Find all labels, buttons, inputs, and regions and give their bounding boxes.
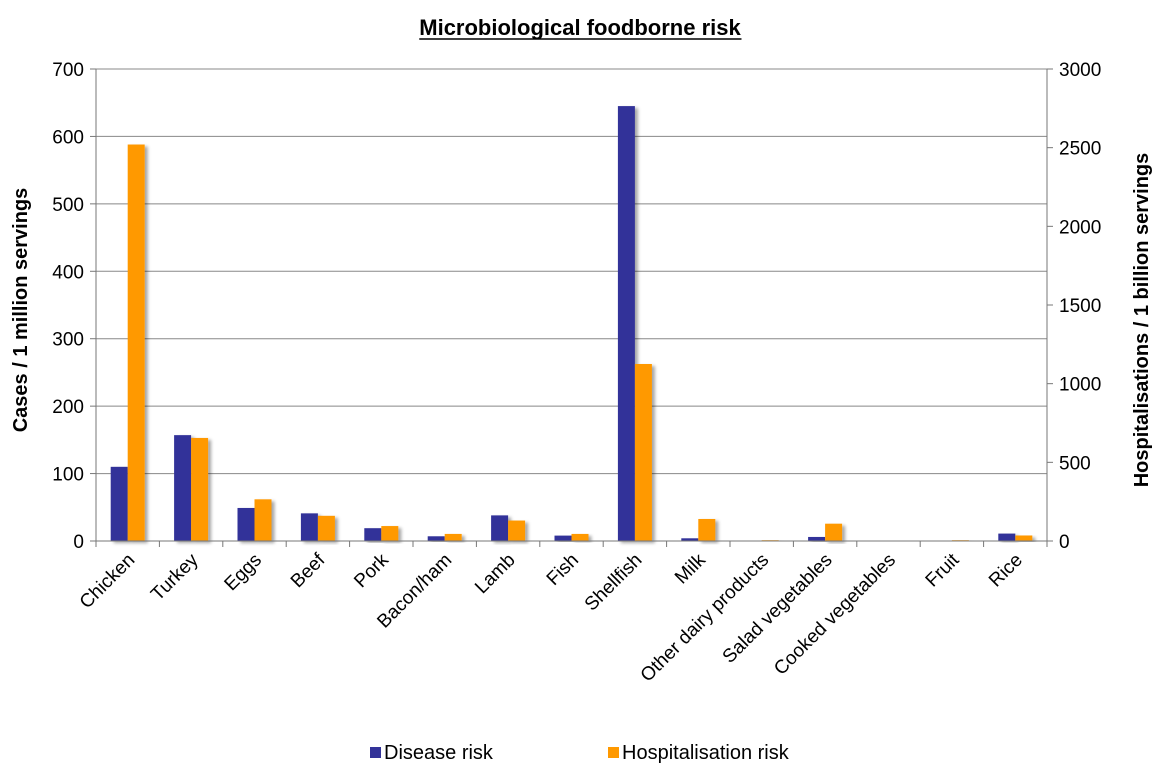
bar-hospitalisation-risk-salad-vegetables (825, 523, 843, 541)
y2-axis-title: Hospitalisations / 1 billion servings (1131, 153, 1153, 488)
y-tick-label: 0 (73, 532, 84, 553)
bar-hospitalisation-risk-fish (571, 533, 589, 541)
bar-disease-risk-eggs (237, 507, 255, 541)
y-tick-label: 100 (52, 465, 84, 486)
bar-disease-risk-beef (300, 513, 318, 541)
bar-hospitalisation-risk-rice (1015, 535, 1033, 541)
bar-hospitalisation-risk-lamb (508, 520, 526, 541)
bar-disease-risk-bacon-ham (427, 536, 445, 541)
x-tick-label: Beef (287, 549, 330, 592)
x-tick-label: Pork (350, 549, 393, 592)
x-tick-label: Shellfish (581, 550, 647, 616)
legend-label-hospitalisation-risk: Hospitalisation risk (622, 742, 790, 764)
y2-tick-label: 1500 (1059, 296, 1101, 317)
y-tick-label: 400 (52, 262, 84, 283)
bar-disease-risk-rice (998, 533, 1016, 541)
y2-tick-label: 2500 (1059, 139, 1101, 160)
bar-disease-risk-turkey (174, 435, 192, 541)
gridlines (96, 68, 1047, 475)
bar-hospitalisation-risk-chicken (127, 144, 145, 541)
bar-disease-risk-chicken (110, 466, 128, 541)
y-tick-label: 600 (52, 127, 84, 148)
axes: 0 100 200 300 400 500 600 700 0 500 1000 1500 2000 25… (52, 60, 1101, 686)
y-tick-label: 200 (52, 397, 84, 418)
y-axis-title: Cases / 1 million servings (10, 188, 32, 433)
bar-disease-risk-milk (681, 538, 699, 541)
x-tick-label: Rice (985, 550, 1027, 592)
legend-swatch-disease-risk (370, 747, 381, 758)
bar-disease-risk-lamb (491, 515, 509, 541)
x-tick-label: Fish (543, 550, 583, 590)
bar-disease-risk-salad-vegetables (808, 536, 826, 541)
y2-tick-label: 500 (1059, 453, 1091, 474)
y-tick-label: 300 (52, 330, 84, 351)
x-tick-label: Chicken (76, 550, 139, 613)
x-tick-label: Salad vegetables (719, 550, 837, 668)
legend-label-disease-risk: Disease risk (384, 742, 494, 764)
chart-title-group: Microbiological foodborne risk (419, 15, 742, 40)
y2-tick-label: 2000 (1059, 217, 1101, 238)
legend-swatch-hospitalisation-risk (608, 747, 619, 758)
y-tick-label: 500 (52, 195, 84, 216)
y2-tick-label: 0 (1059, 532, 1070, 553)
bar-disease-risk-shellfish (617, 106, 635, 541)
legend: Disease risk Hospitalisation risk (370, 742, 790, 764)
bars (110, 106, 1033, 541)
bar-hospitalisation-risk-shellfish (634, 364, 652, 541)
x-tick-label: Lamb (471, 550, 519, 598)
bar-disease-risk-fish (554, 535, 572, 541)
x-tick-label: Cooked vegetables (770, 550, 900, 680)
bar-hospitalisation-risk-milk (698, 518, 716, 541)
y2-tick-label: 3000 (1059, 60, 1101, 81)
y2-tick-label: 1000 (1059, 375, 1101, 396)
bar-hospitalisation-risk-bacon-ham (444, 533, 462, 541)
bar-hospitalisation-risk-beef (317, 515, 335, 541)
x-tick-label: Eggs (221, 550, 266, 595)
chart-title: Microbiological foodborne risk (419, 15, 741, 40)
bar-disease-risk-pork (364, 528, 382, 541)
bar-hospitalisation-risk-pork (381, 526, 399, 541)
y-tick-label: 700 (52, 60, 84, 81)
x-tick-label: Milk (671, 549, 710, 588)
x-tick-label: Fruit (922, 549, 964, 591)
bar-hospitalisation-risk-eggs (254, 499, 272, 541)
bar-hospitalisation-risk-turkey (191, 437, 209, 541)
x-tick-label: Turkey (147, 549, 203, 605)
